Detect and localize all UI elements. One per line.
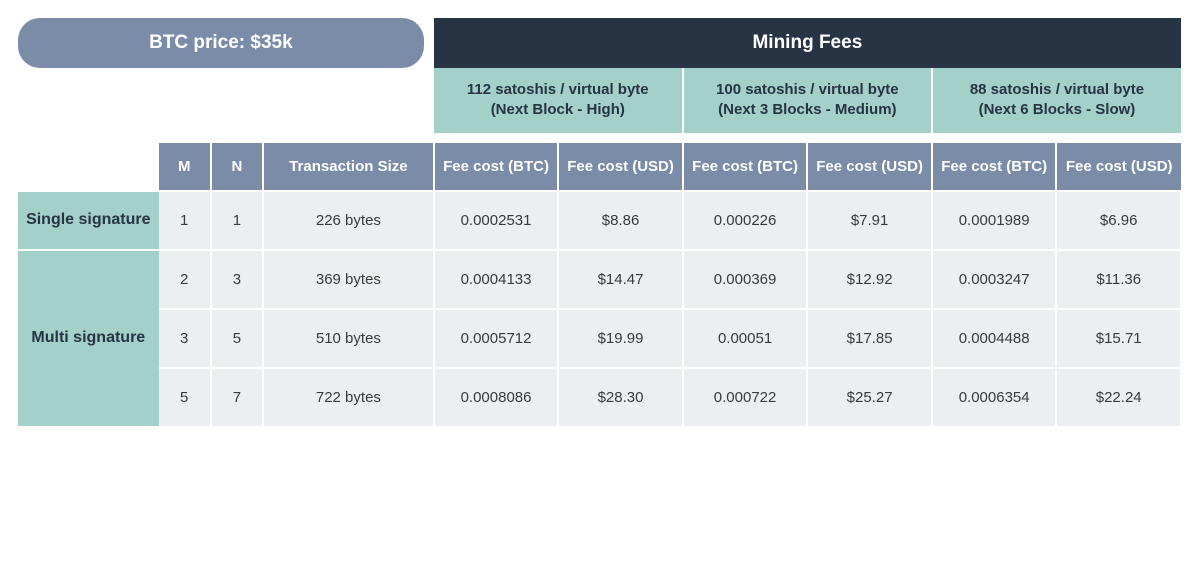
col-m: M: [159, 143, 211, 192]
cell-usd: $11.36: [1056, 250, 1181, 309]
cell-size: 510 bytes: [263, 309, 434, 368]
col-fee-usd-1: Fee cost (USD): [558, 143, 683, 192]
fee-tier-line2: (Next 3 Blocks - Medium): [718, 101, 896, 118]
fee-tier-line1: 88 satoshis / virtual byte: [970, 81, 1144, 98]
cell-n: 3: [211, 250, 263, 309]
table-row: Multi signature 2 3 369 bytes 0.0004133 …: [18, 250, 1181, 309]
cell-usd: $7.91: [807, 191, 932, 250]
col-fee-btc-2: Fee cost (BTC): [683, 143, 808, 192]
cell-btc: 0.0008086: [434, 368, 559, 426]
cell-size: 369 bytes: [263, 250, 434, 309]
cell-usd: $8.86: [558, 191, 683, 250]
col-size-text: Transaction Size: [289, 158, 407, 175]
col-text: Fee cost (BTC): [941, 158, 1047, 175]
cell-btc: 0.0002531: [434, 191, 559, 250]
cell-usd: $6.96: [1056, 191, 1181, 250]
fee-tier-medium: 100 satoshis / virtual byte (Next 3 Bloc…: [683, 68, 932, 133]
btc-price-badge: BTC price: $35k: [18, 18, 424, 68]
table-row: Single signature 1 1 226 bytes 0.0002531…: [18, 191, 1181, 250]
col-text: Fee cost (BTC): [443, 158, 549, 175]
row-label-single: Single signature: [18, 191, 159, 250]
cell-btc: 0.000226: [683, 191, 808, 250]
cell-n: 1: [211, 191, 263, 250]
cell-btc: 0.000722: [683, 368, 808, 426]
fee-tier-line2: (Next 6 Blocks - Slow): [979, 101, 1136, 118]
cell-btc: 0.0005712: [434, 309, 559, 368]
cell-btc: 0.00051: [683, 309, 808, 368]
fee-tier-line2: (Next Block - High): [491, 101, 625, 118]
cell-n: 7: [211, 368, 263, 426]
cell-usd: $19.99: [558, 309, 683, 368]
cell-btc: 0.0006354: [932, 368, 1057, 426]
cell-usd: $22.24: [1056, 368, 1181, 426]
cell-usd: $25.27: [807, 368, 932, 426]
col-fee-usd-2: Fee cost (USD): [807, 143, 932, 192]
cell-n: 5: [211, 309, 263, 368]
cell-usd: $12.92: [807, 250, 932, 309]
cell-btc: 0.0003247: [932, 250, 1057, 309]
cell-btc: 0.0004133: [434, 250, 559, 309]
mining-fees-table: BTC price: $35k Mining Fees 112 satoshis…: [18, 18, 1182, 426]
fee-tier-slow: 88 satoshis / virtual byte (Next 6 Block…: [932, 68, 1181, 133]
col-fee-usd-3: Fee cost (USD): [1056, 143, 1181, 192]
cell-m: 2: [159, 250, 211, 309]
col-text: Fee cost (USD): [816, 158, 923, 175]
col-text: Fee cost (USD): [1066, 158, 1173, 175]
col-fee-btc-1: Fee cost (BTC): [434, 143, 559, 192]
row-label-multi: Multi signature: [18, 250, 159, 426]
cell-btc: 0.000369: [683, 250, 808, 309]
fee-tier-line1: 112 satoshis / virtual byte: [467, 81, 649, 98]
cell-btc: 0.0001989: [932, 191, 1057, 250]
cell-usd: $17.85: [807, 309, 932, 368]
table-row: 5 7 722 bytes 0.0008086 $28.30 0.000722 …: [18, 368, 1181, 426]
col-text: Fee cost (BTC): [692, 158, 798, 175]
cell-size: 722 bytes: [263, 368, 434, 426]
fee-tier-high: 112 satoshis / virtual byte (Next Block …: [434, 68, 683, 133]
cell-m: 3: [159, 309, 211, 368]
col-n: N: [211, 143, 263, 192]
cell-usd: $15.71: [1056, 309, 1181, 368]
cell-size: 226 bytes: [263, 191, 434, 250]
col-text: Fee cost (USD): [567, 158, 674, 175]
cell-btc: 0.0004488: [932, 309, 1057, 368]
fee-tier-line1: 100 satoshis / virtual byte: [716, 81, 899, 98]
cell-usd: $28.30: [558, 368, 683, 426]
mining-fees-header: Mining Fees: [434, 18, 1181, 68]
cell-m: 5: [159, 368, 211, 426]
col-fee-btc-3: Fee cost (BTC): [932, 143, 1057, 192]
table-row: 3 5 510 bytes 0.0005712 $19.99 0.00051 $…: [18, 309, 1181, 368]
cell-m: 1: [159, 191, 211, 250]
col-size: Transaction Size: [263, 143, 434, 192]
cell-usd: $14.47: [558, 250, 683, 309]
